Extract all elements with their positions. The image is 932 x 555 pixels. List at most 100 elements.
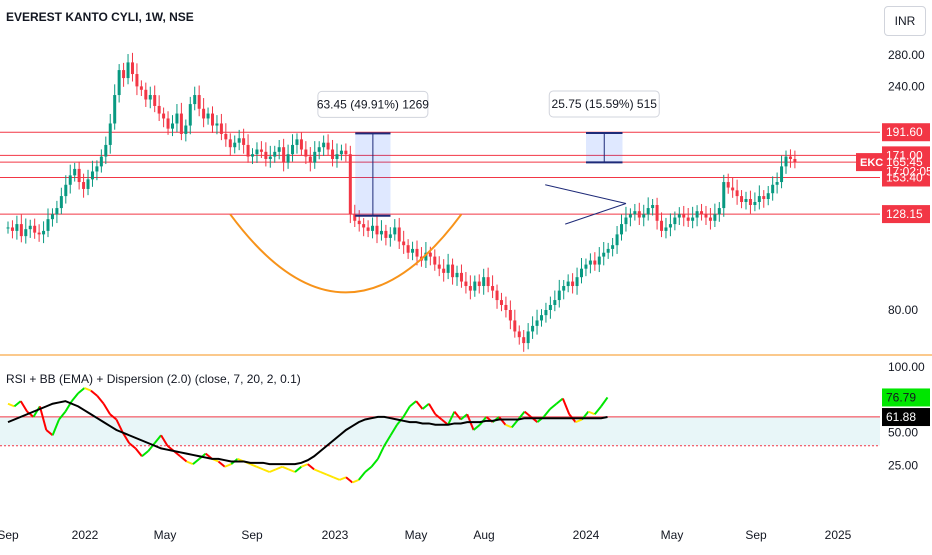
candle-body bbox=[77, 168, 81, 183]
candle-body bbox=[277, 147, 281, 152]
price-badge-text: 171.00 bbox=[886, 148, 923, 162]
candle-body bbox=[224, 133, 228, 140]
candle-body bbox=[197, 95, 201, 109]
candle-body bbox=[10, 227, 14, 231]
candle-body bbox=[313, 151, 317, 163]
candle-body bbox=[255, 149, 259, 155]
price-badge-text: 153.40 bbox=[886, 170, 923, 184]
candle-body bbox=[482, 277, 486, 287]
candle-body bbox=[170, 123, 174, 129]
candle-body bbox=[664, 227, 668, 231]
candle-body bbox=[584, 264, 588, 269]
rsi-badge-text: 61.88 bbox=[886, 410, 916, 424]
candle-body bbox=[264, 151, 268, 159]
candle-body bbox=[464, 281, 468, 287]
rsi-segment bbox=[186, 460, 194, 466]
measure-label-box bbox=[317, 90, 429, 118]
candle-body bbox=[424, 252, 428, 261]
rsi-segment bbox=[428, 403, 437, 415]
rsi-segment bbox=[460, 413, 468, 421]
candle-body bbox=[757, 196, 761, 202]
candle-body bbox=[144, 89, 148, 100]
candle-body bbox=[175, 113, 179, 124]
time-tick-label: May bbox=[405, 528, 428, 542]
rsi-segment bbox=[121, 432, 131, 444]
time-tick-label: 2022 bbox=[72, 528, 99, 542]
candle-body bbox=[268, 156, 272, 159]
rsi-segment bbox=[84, 387, 92, 392]
time-tick-label: 2023 bbox=[322, 528, 349, 542]
rsi-segment bbox=[326, 473, 334, 479]
rsi-segment bbox=[357, 471, 366, 481]
candle-body bbox=[571, 281, 575, 287]
candle-body bbox=[717, 208, 721, 215]
candle-body bbox=[557, 290, 561, 301]
candle-body bbox=[384, 230, 388, 238]
candle-body bbox=[68, 175, 72, 185]
candle-body bbox=[179, 113, 183, 134]
rsi-segment bbox=[45, 429, 54, 437]
rsi-segment bbox=[281, 465, 289, 471]
candle-body bbox=[233, 142, 237, 148]
candle-body bbox=[357, 220, 361, 225]
rsi-segment bbox=[294, 465, 303, 473]
rsi-segment bbox=[320, 471, 328, 476]
candle-body bbox=[122, 70, 126, 79]
rsi-segment bbox=[600, 396, 609, 407]
rsi-segment bbox=[370, 458, 379, 468]
rsi-segment bbox=[453, 410, 462, 421]
rsi-segment bbox=[141, 450, 149, 458]
rsi-segment bbox=[179, 455, 188, 463]
rsi-tick-label: 100.00 bbox=[888, 360, 925, 374]
candle-body bbox=[588, 260, 592, 265]
rsi-segment bbox=[517, 410, 526, 421]
candle-body bbox=[219, 123, 223, 134]
candle-body bbox=[740, 196, 744, 202]
candle-body bbox=[82, 182, 86, 189]
rsi-segment bbox=[262, 468, 270, 473]
candle-body bbox=[148, 95, 152, 100]
candle-body bbox=[713, 214, 717, 221]
candle-body bbox=[553, 300, 557, 305]
symbol-title[interactable]: EVEREST KANTO CYLI, 1W, NSE bbox=[6, 10, 194, 24]
candle-body bbox=[686, 217, 690, 221]
rsi-segment bbox=[32, 405, 41, 418]
candle-body bbox=[508, 310, 512, 321]
rsi-segment bbox=[472, 423, 481, 431]
triangle-upper bbox=[545, 184, 627, 204]
rsi-segment bbox=[153, 434, 162, 444]
rsi-segment bbox=[26, 410, 35, 418]
candle-body bbox=[575, 277, 579, 287]
candle-body bbox=[371, 225, 375, 231]
candle-body bbox=[700, 211, 704, 215]
rsi-band bbox=[0, 416, 880, 446]
rsi-segment bbox=[313, 468, 321, 473]
candle-body bbox=[633, 211, 637, 215]
rsi-segment bbox=[402, 405, 411, 418]
candle-body bbox=[411, 248, 415, 253]
candle-body bbox=[322, 142, 326, 148]
indicator-title[interactable]: RSI + BB (EMA) + Dispersion (2.0) (close… bbox=[6, 372, 301, 386]
candle-body bbox=[362, 224, 366, 228]
candle-body bbox=[682, 214, 686, 218]
rsi-segment bbox=[352, 478, 360, 484]
candle-body bbox=[451, 264, 455, 278]
candle-body bbox=[695, 211, 699, 218]
candle-body bbox=[762, 196, 766, 200]
candle-body bbox=[548, 304, 552, 310]
rsi-badge bbox=[882, 388, 930, 407]
candle-body bbox=[691, 217, 695, 221]
rsi-segment bbox=[421, 402, 430, 410]
candle-body bbox=[535, 320, 539, 326]
candle-body bbox=[428, 252, 432, 257]
candle-body bbox=[259, 149, 263, 152]
currency-button[interactable]: INR bbox=[884, 6, 926, 36]
symbol-badge bbox=[856, 153, 882, 172]
candle-body bbox=[780, 166, 784, 183]
price-badge-text: 17:02:05 bbox=[886, 164, 932, 178]
candle-body bbox=[673, 217, 677, 225]
candle-body bbox=[486, 277, 490, 287]
candle-body bbox=[611, 245, 615, 249]
